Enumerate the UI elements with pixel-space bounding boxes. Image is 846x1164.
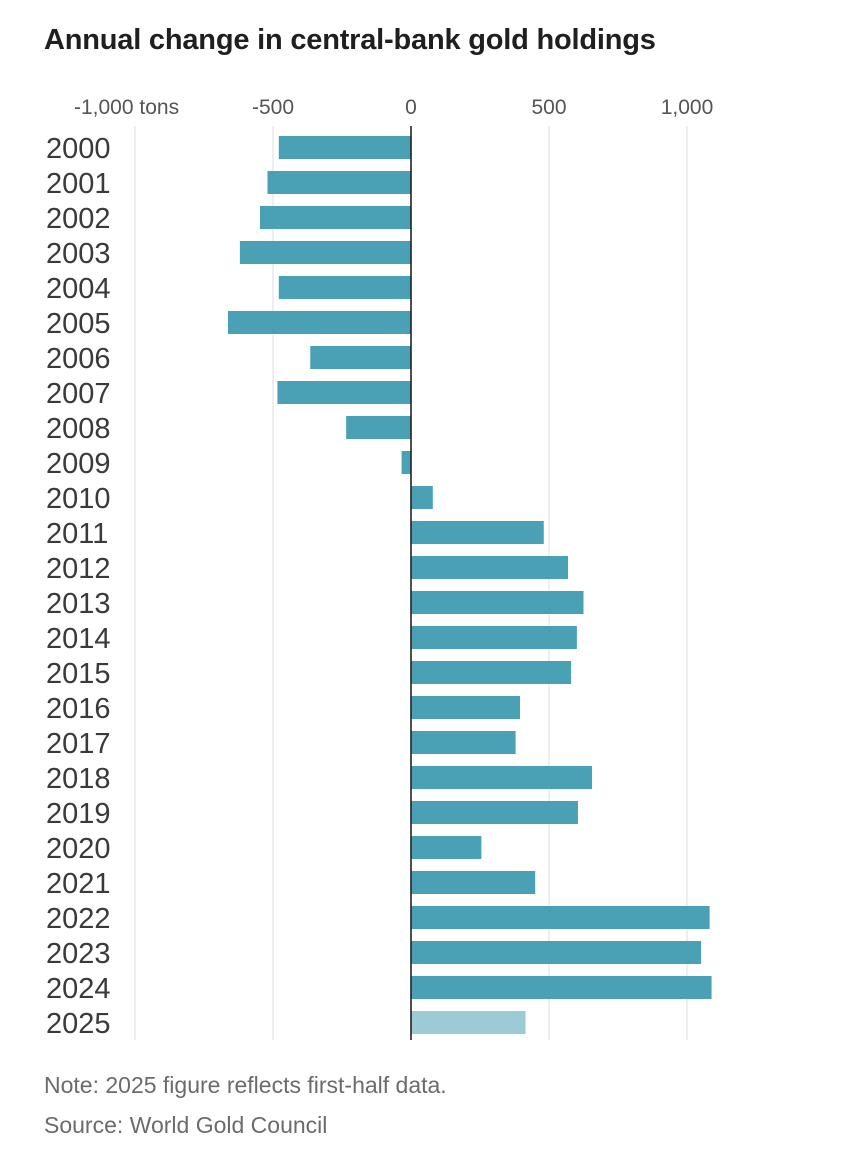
bars	[228, 136, 712, 1034]
category-label-2012: 2012	[46, 553, 111, 585]
category-label-2025: 2025	[46, 1008, 111, 1040]
bar-2009	[401, 451, 411, 474]
bar-2003	[239, 241, 411, 264]
bar-2023	[411, 941, 702, 964]
bar-2005	[228, 311, 411, 334]
bar-2002	[260, 206, 411, 229]
bar-2010	[411, 486, 433, 509]
category-label-2013: 2013	[46, 588, 111, 620]
gridlines	[134, 126, 688, 1040]
bar-2012	[411, 556, 569, 579]
category-label-2008: 2008	[46, 413, 111, 445]
bar-2020	[411, 836, 482, 859]
category-label-2010: 2010	[46, 483, 111, 515]
bar-2024	[411, 976, 712, 999]
bar-2001	[267, 171, 411, 194]
chart-note: Note: 2025 figure reflects first-half da…	[44, 1072, 447, 1098]
category-label-2001: 2001	[46, 168, 111, 200]
y-category-labels: 2000200120022003200420052006200720082009…	[46, 133, 111, 1040]
x-tick-label-0: 0	[405, 96, 417, 119]
category-label-2014: 2014	[46, 623, 111, 655]
bar-chart: -1,000 tons -500 0 500 1,000 200020012002200…	[46, 96, 713, 1040]
category-label-2000: 2000	[46, 133, 111, 165]
bar-2006	[310, 346, 411, 369]
category-label-2020: 2020	[46, 833, 111, 865]
category-label-2023: 2023	[46, 938, 111, 970]
bar-2017	[411, 731, 516, 754]
x-tick-label-500: 500	[531, 96, 566, 119]
category-label-2004: 2004	[46, 273, 111, 305]
bar-2013	[411, 591, 584, 614]
bar-2011	[411, 521, 544, 544]
bar-2014	[411, 626, 577, 649]
x-tick-label-500: -500	[252, 96, 294, 119]
category-label-2022: 2022	[46, 903, 111, 935]
category-label-2024: 2024	[46, 973, 111, 1005]
category-label-2019: 2019	[46, 798, 111, 830]
category-label-2021: 2021	[46, 868, 111, 900]
bar-2025	[411, 1011, 526, 1034]
bar-2016	[411, 696, 521, 719]
x-tick-label-1-000: 1,000	[661, 96, 714, 119]
chart-title: Annual change in central-bank gold holdi…	[44, 24, 656, 56]
bar-2000	[278, 136, 411, 159]
bar-2004	[278, 276, 411, 299]
bar-2008	[346, 416, 411, 439]
category-label-2016: 2016	[46, 693, 111, 725]
x-tick-labels: -1,000 tons -500 0 500 1,000	[74, 96, 713, 119]
x-tick-label-1-000-tons: -1,000 tons	[74, 96, 179, 119]
category-label-2002: 2002	[46, 203, 111, 235]
category-label-2006: 2006	[46, 343, 111, 375]
chart-source: Source: World Gold Council	[44, 1112, 328, 1138]
category-label-2018: 2018	[46, 763, 111, 795]
category-label-2003: 2003	[46, 238, 111, 270]
category-label-2011: 2011	[46, 518, 108, 550]
category-label-2005: 2005	[46, 308, 111, 340]
category-label-2017: 2017	[46, 728, 111, 760]
bar-2021	[411, 871, 536, 894]
bar-2018	[411, 766, 593, 789]
category-label-2007: 2007	[46, 378, 111, 410]
bar-2015	[411, 661, 572, 684]
bar-2019	[411, 801, 578, 824]
category-label-2009: 2009	[46, 448, 111, 480]
bar-2022	[411, 906, 710, 929]
bar-2007	[277, 381, 411, 404]
category-label-2015: 2015	[46, 658, 111, 690]
